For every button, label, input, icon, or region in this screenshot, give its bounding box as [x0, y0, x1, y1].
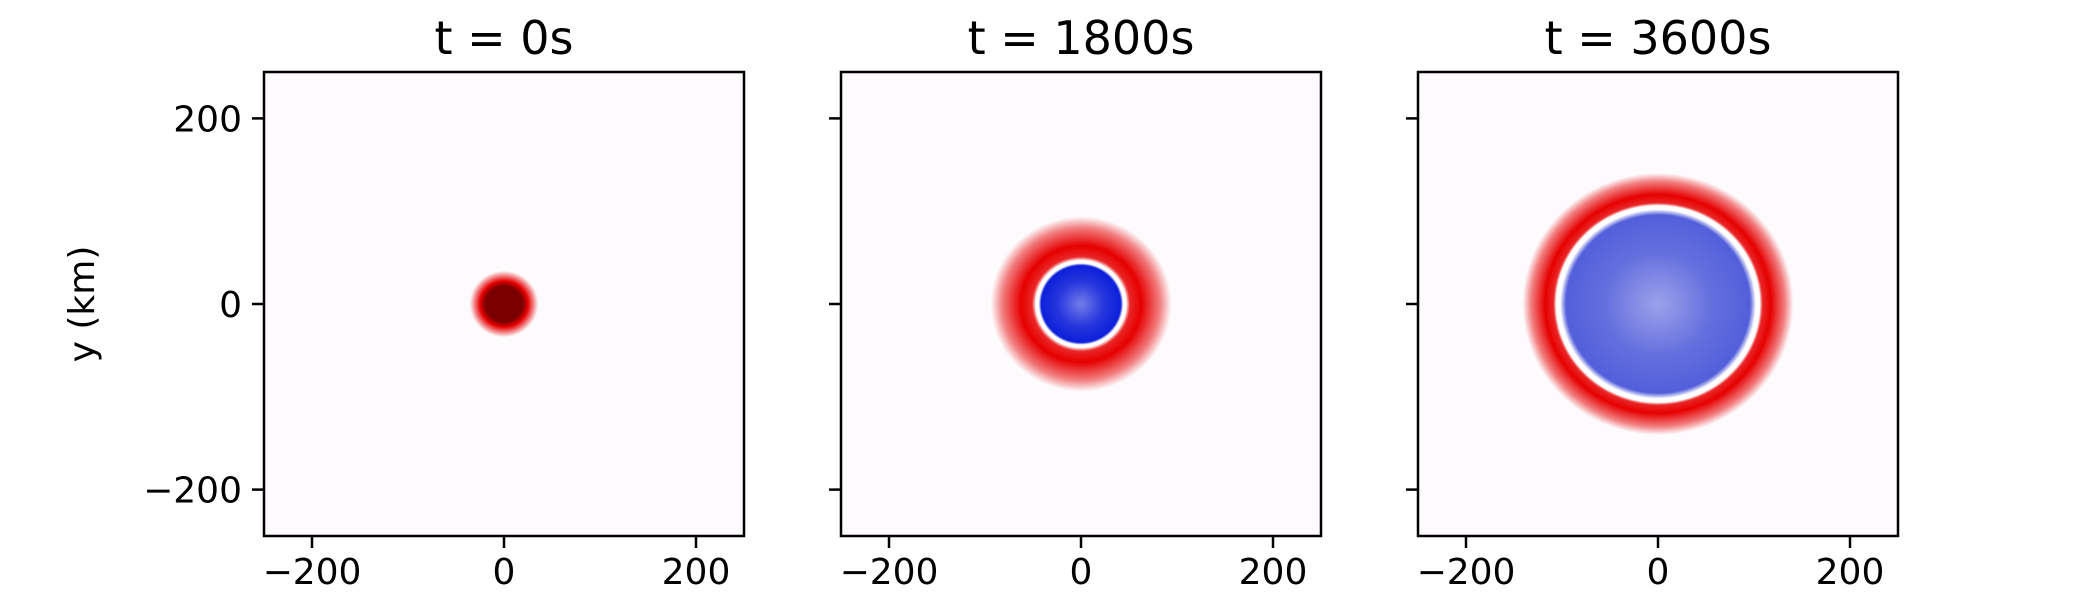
panel-3-x-tick-label-2: 200: [1816, 552, 1885, 593]
panel-3-title: t = 3600s: [1545, 11, 1772, 65]
panel-2-x-tick-label-2: 200: [1239, 552, 1308, 593]
panel-2-x-tick-label-1: 0: [1070, 552, 1093, 593]
panel-2-title: t = 1800s: [968, 11, 1195, 65]
panel-1-title: t = 0s: [434, 11, 573, 65]
panel-2-x-ticks: −200 0 200: [840, 536, 1308, 593]
panel-3-x-tick-label-1: 0: [1647, 552, 1670, 593]
panel-1-x-tick-label-1: 0: [493, 552, 516, 593]
panel-2: t = 1800s −200 0 200: [829, 11, 1323, 593]
panel-2-x-tick-label-0: −200: [840, 552, 939, 593]
panel-2-field-rings: [988, 214, 1174, 394]
panel-1-x-tick-label-2: 200: [662, 552, 731, 593]
panel-1-y-tick-label-1: 0: [219, 285, 242, 326]
panel-3-y-ticks: [1406, 117, 1418, 491]
y-axis-label: y (km): [62, 246, 103, 363]
panel-1-x-tick-label-0: −200: [263, 552, 362, 593]
panel-1-y-tick-label-2: 200: [173, 99, 242, 140]
panel-3-x-tick-label-0: −200: [1417, 552, 1516, 593]
panel-3: t = 3600s −200 0 200: [1406, 11, 1900, 593]
panel-3-field: [1508, 159, 1808, 449]
panel-2-y-ticks: [829, 117, 841, 491]
panel-1-x-ticks: −200 0 200: [263, 536, 731, 593]
panel-1-y-tick-label-0: −200: [143, 471, 242, 512]
panel-1: t = 0s −200 0 200 −200 0 200 y (km): [62, 11, 746, 593]
panel-1-y-ticks: −200 0 200: [143, 99, 264, 512]
panel-2-field: [988, 214, 1174, 394]
panel-3-field-rings: [1508, 159, 1808, 449]
panel-1-field-rings: [467, 268, 541, 340]
panel-1-field: [467, 268, 541, 340]
panel-3-x-ticks: −200 0 200: [1417, 536, 1885, 593]
